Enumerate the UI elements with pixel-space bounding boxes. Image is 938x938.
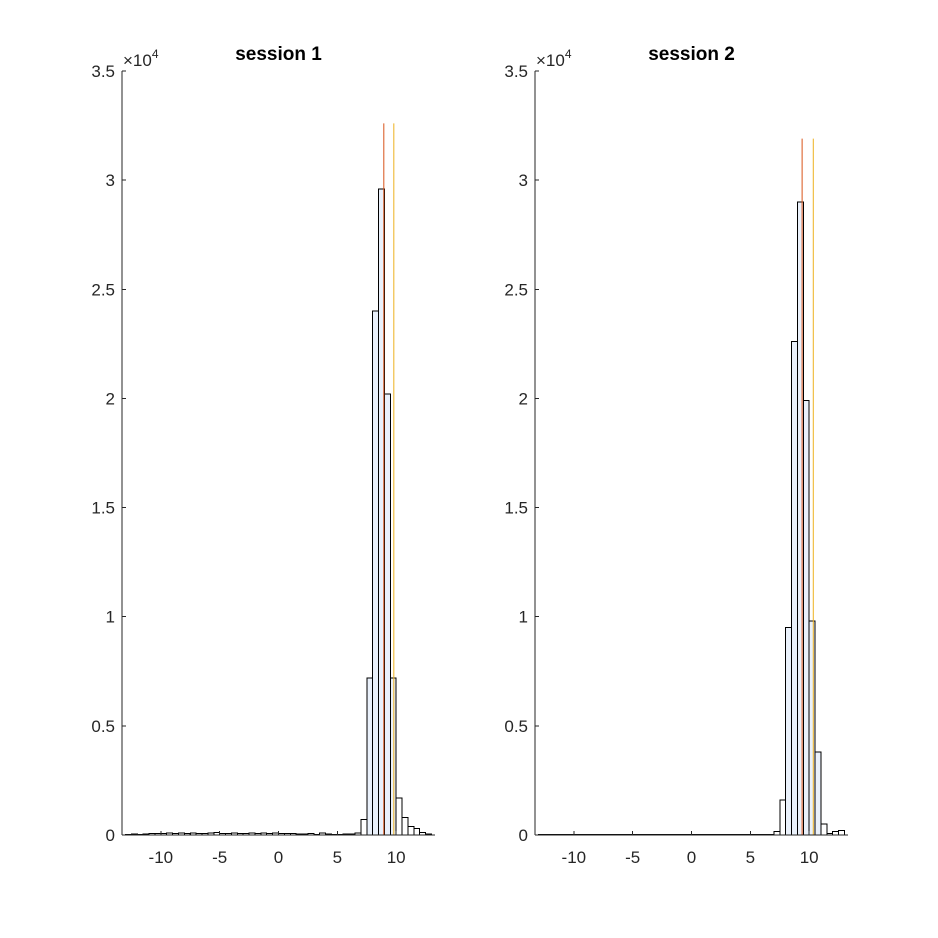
x-tick-label: 10	[387, 848, 406, 867]
histogram-bar	[360, 819, 368, 836]
y-tick-label: 1.5	[504, 499, 528, 518]
y-tick-label: 0.5	[91, 717, 115, 736]
y-tick-label: 2.5	[91, 280, 115, 299]
subplot-1: 0 0.5 1 1.5 2 2.5 3 3.5 -10 -5 0 5 10 ×104 session 1	[91, 44, 435, 867]
y-tick-label: 2	[106, 389, 115, 408]
histogram-bar	[808, 620, 816, 836]
chart-title: session 1	[235, 44, 322, 65]
x-tick-label: 0	[274, 848, 283, 867]
histogram-bar	[383, 393, 391, 836]
subplot-2: 0 0.5 1 1.5 2 2.5 3 3.5 -10 -5 0 5 10 ×104 session 2	[504, 44, 848, 867]
histogram-bar	[372, 310, 380, 836]
histogram-bar	[366, 677, 374, 836]
y-tick-label: 1	[519, 608, 528, 627]
y-tick-label: 0.5	[504, 717, 528, 736]
x-tick-label: -10	[149, 848, 174, 867]
y-tick-label: 0	[106, 826, 115, 845]
histogram-bar	[814, 751, 822, 836]
y-tick-label: 3.5	[91, 62, 115, 81]
histogram-bar	[791, 341, 798, 836]
histogram-bar	[785, 627, 793, 836]
histogram-bar	[820, 823, 828, 836]
y-tick-label: 3	[519, 171, 528, 190]
histogram-bar	[389, 677, 397, 836]
chart-title: session 2	[648, 44, 735, 65]
y-tick-label: 3.5	[504, 62, 528, 81]
histogram-bar	[838, 830, 845, 836]
y-tick-label: 1.5	[91, 499, 115, 518]
y-exponent-power: 4	[565, 47, 572, 61]
y-exponent-label: ×104	[536, 47, 572, 70]
histogram-bar	[413, 827, 421, 836]
histogram-bar	[395, 797, 403, 836]
x-tick-label: 5	[746, 848, 755, 867]
x-tick-label: 10	[800, 848, 819, 867]
x-tick-label: 0	[687, 848, 696, 867]
x-tick-label: -5	[625, 848, 640, 867]
x-tick-label: -5	[212, 848, 227, 867]
y-tick-label: 3	[106, 171, 115, 190]
x-tick-label: 5	[333, 848, 342, 867]
y-tick-label: 2	[519, 389, 528, 408]
y-exponent-label: ×104	[123, 47, 159, 70]
x-tick-label: -10	[562, 848, 587, 867]
histogram-bar	[407, 825, 415, 836]
histogram-bar	[401, 817, 409, 836]
y-tick-label: 1	[106, 608, 115, 627]
histogram-bar	[802, 400, 810, 836]
y-tick-label: 0	[519, 826, 528, 845]
y-exponent-power: 4	[152, 47, 159, 61]
histogram-bar	[779, 799, 787, 836]
y-tick-label: 2.5	[504, 280, 528, 299]
